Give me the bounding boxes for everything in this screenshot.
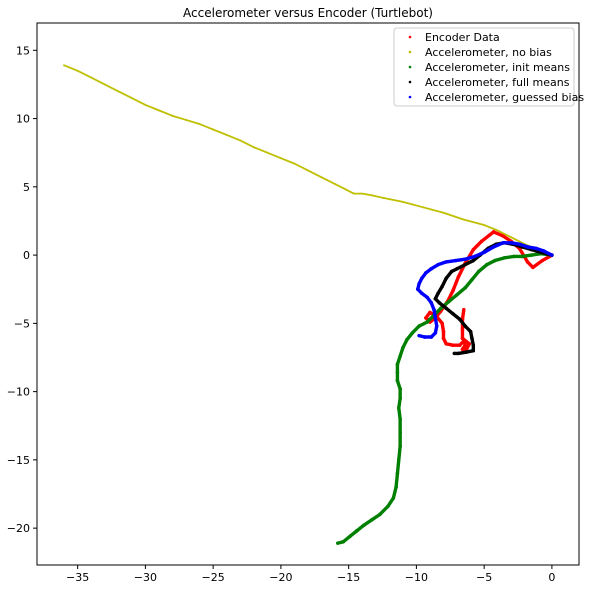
plot-area (63, 64, 554, 545)
series-2-segment (447, 292, 459, 304)
y-tick-label: −20 (7, 522, 30, 535)
series-1-segment (76, 69, 93, 79)
series-1-segment (212, 128, 228, 136)
chart-title: Accelerometer versus Encoder (Turtlebot) (183, 6, 433, 20)
series-2 (336, 252, 554, 545)
legend-label: Accelerometer, guessed bias (425, 91, 584, 104)
y-tick-label: 10 (16, 113, 30, 126)
series-1-segment (117, 90, 133, 99)
x-tick-label: 0 (548, 571, 555, 584)
series-1-segment (103, 83, 120, 93)
series-0-segment (471, 239, 484, 252)
series-1-segment (361, 192, 372, 196)
series-1-segment (496, 229, 513, 239)
plot-frame (36, 22, 580, 566)
legend-label: Accelerometer, init means (425, 61, 570, 74)
series-1-segment (198, 123, 215, 131)
series-2-segment (397, 406, 402, 421)
series-1-segment (171, 114, 187, 121)
y-tick-label: −10 (7, 386, 30, 399)
x-tick-label: −10 (405, 571, 428, 584)
series-1-segment (90, 76, 106, 86)
x-tick-label: −30 (134, 571, 157, 584)
x-tick-label: −25 (202, 571, 225, 584)
series-1-segment (345, 188, 355, 195)
data-point (462, 308, 466, 312)
series-1-segment (185, 119, 201, 125)
legend-marker (408, 35, 412, 39)
series-1-segment (252, 146, 269, 154)
y-tick-label: −15 (7, 454, 30, 467)
series-4-segment (491, 241, 505, 249)
series-2-segment (455, 286, 467, 297)
series-1-segment (320, 176, 337, 185)
legend-marker (408, 80, 412, 84)
series-1-segment (401, 200, 425, 209)
series-1-segment (225, 134, 242, 142)
series-0-segment (451, 275, 461, 293)
data-point (417, 333, 421, 338)
legend-marker (408, 50, 412, 54)
series-1-segment (442, 211, 465, 221)
series-1-segment (422, 206, 445, 214)
y-tick-label: −5 (14, 317, 30, 330)
y-tick-label: 5 (23, 181, 30, 194)
series-2-segment (477, 262, 489, 274)
series-2-segment (391, 485, 398, 500)
series-4-segment (472, 250, 486, 259)
legend-marker (408, 95, 412, 99)
series-0-segment (531, 258, 545, 270)
series-2-segment (463, 277, 474, 290)
series-1-segment (381, 196, 404, 203)
series-1-segment (158, 109, 174, 117)
legend-label: Accelerometer, full means (425, 76, 570, 89)
series-1-segment (307, 169, 323, 179)
x-tick-label: −35 (66, 571, 89, 584)
series-4-segment (482, 245, 496, 255)
series-1-segment (279, 157, 296, 165)
series-0-segment (479, 230, 496, 244)
x-tick-label: −5 (476, 571, 492, 584)
series-2-segment (397, 444, 402, 462)
series-4 (416, 241, 554, 339)
series-1-segment (483, 224, 499, 232)
series-2-segment (394, 471, 400, 489)
series-2-segment (378, 504, 390, 517)
legend-marker (408, 65, 412, 69)
x-tick-label: −15 (337, 571, 360, 584)
series-1-segment (462, 218, 486, 226)
legend: Encoder Data Accelerometer, no bias Accele… (393, 27, 584, 107)
series-1-segment (293, 162, 309, 172)
series-1-segment (239, 139, 255, 149)
series-0-segment (491, 230, 505, 238)
series-1-segment (266, 151, 282, 160)
series-1-segment (63, 64, 79, 72)
legend-label: Encoder Data (425, 31, 500, 44)
x-tick-label: −20 (269, 571, 292, 584)
data-point (336, 541, 340, 545)
series-1-segment (369, 194, 384, 199)
series-1 (63, 64, 553, 256)
series-2-segment (395, 458, 401, 476)
axis-ticks: −35 −30 −25 −20 −15 −10 −5 0 −20 −15 −10 −5 0 5 10 15 (7, 44, 556, 584)
legend-label: Accelerometer, no bias (425, 46, 552, 59)
series-1-segment (130, 97, 147, 106)
legend-box (393, 27, 575, 107)
y-tick-label: 0 (23, 249, 30, 262)
y-tick-label: 15 (16, 44, 30, 57)
series-2-segment (470, 269, 481, 282)
series-1-segment (334, 183, 347, 191)
series-1-segment (144, 104, 160, 112)
series-1-segment (510, 236, 526, 246)
data-point (452, 351, 457, 356)
